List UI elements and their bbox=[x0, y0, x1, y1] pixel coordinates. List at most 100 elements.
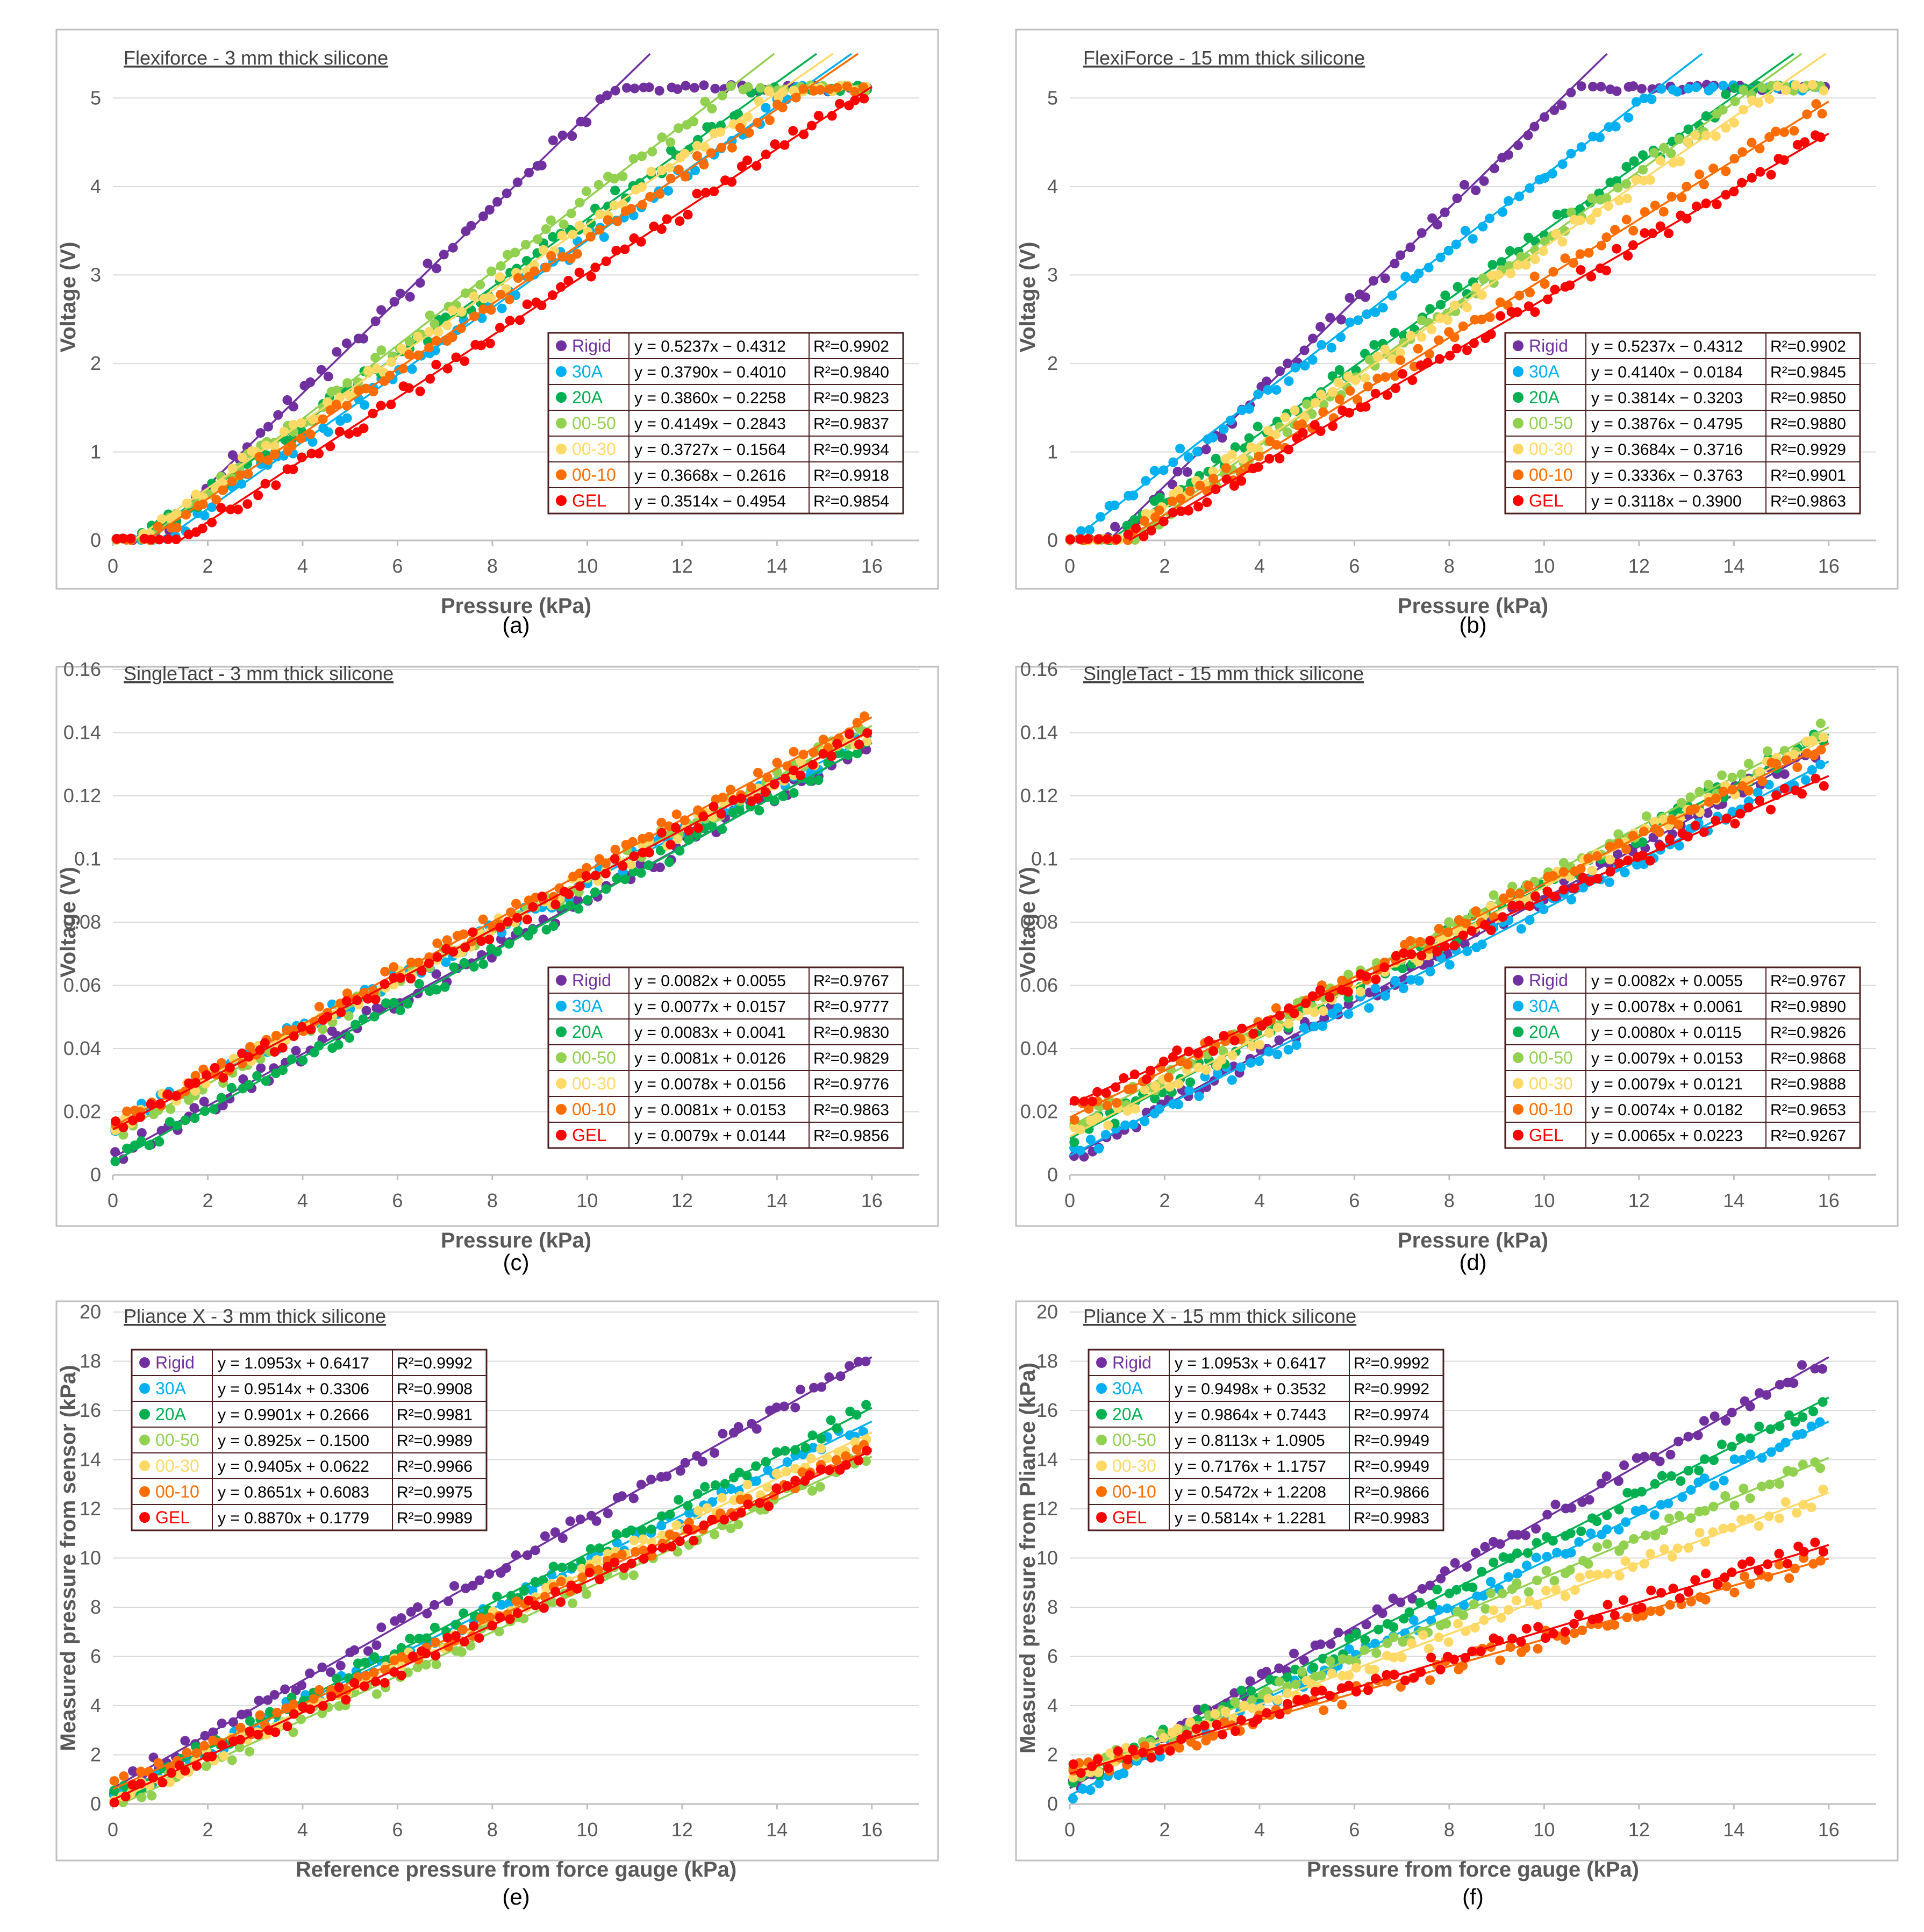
data-point bbox=[1699, 179, 1709, 189]
data-point bbox=[469, 1621, 479, 1631]
data-point bbox=[1123, 530, 1133, 539]
data-point bbox=[1664, 229, 1674, 238]
x-tick-label: 4 bbox=[1254, 1189, 1265, 1211]
data-point bbox=[323, 397, 333, 407]
data-point bbox=[1682, 213, 1692, 224]
data-point bbox=[1317, 1686, 1327, 1696]
data-point bbox=[1334, 365, 1344, 375]
legend-box bbox=[1504, 966, 1861, 1149]
data-point bbox=[1659, 1544, 1669, 1554]
data-point bbox=[1435, 252, 1446, 262]
legend-entry: 00-50 bbox=[1529, 1048, 1573, 1067]
legend-entry: 00-50 bbox=[155, 1430, 199, 1450]
data-point bbox=[1674, 1511, 1684, 1521]
data-point bbox=[1185, 1717, 1196, 1727]
legend-r2: R²=0.9983 bbox=[1354, 1509, 1429, 1527]
y-tick-label: 12 bbox=[80, 1498, 101, 1520]
legend-entry: 00-50 bbox=[572, 1048, 616, 1067]
data-point bbox=[1763, 746, 1772, 756]
x-tick-label: 4 bbox=[1254, 555, 1265, 577]
data-point bbox=[1274, 1677, 1284, 1687]
data-point bbox=[610, 85, 620, 96]
data-point bbox=[1069, 1115, 1079, 1125]
y-tick-label: 0.1 bbox=[1031, 848, 1058, 870]
data-point bbox=[404, 350, 414, 360]
data-point bbox=[674, 1495, 684, 1505]
data-point bbox=[635, 859, 645, 869]
data-point bbox=[698, 811, 709, 822]
data-point bbox=[190, 1086, 201, 1096]
panel-label: (d) bbox=[1459, 1250, 1486, 1275]
legend-marker bbox=[139, 1383, 150, 1394]
data-point bbox=[1504, 150, 1513, 160]
legend-equation: y = 0.3814x − 0.3203 bbox=[1591, 389, 1743, 407]
data-point bbox=[1533, 1622, 1543, 1632]
x-tick-label: 6 bbox=[1349, 1189, 1360, 1211]
legend-entry: 00-50 bbox=[1112, 1430, 1156, 1450]
data-point bbox=[1655, 1456, 1665, 1466]
data-point bbox=[698, 1457, 707, 1467]
data-point bbox=[1605, 854, 1615, 865]
data-point bbox=[734, 804, 745, 815]
data-point bbox=[1315, 985, 1325, 995]
y-tick-label: 18 bbox=[80, 1350, 101, 1372]
y-tick-label: 0 bbox=[1047, 1793, 1058, 1815]
data-point bbox=[771, 1468, 782, 1479]
data-point bbox=[370, 994, 381, 1004]
data-point bbox=[1432, 219, 1442, 230]
data-point bbox=[442, 1632, 453, 1643]
legend-entry: 00-30 bbox=[1112, 1456, 1156, 1475]
legend-entry: 00-10 bbox=[572, 1100, 616, 1119]
y-tick-label: 4 bbox=[1047, 1694, 1058, 1716]
data-point bbox=[1351, 1629, 1361, 1638]
y-tick-label: 6 bbox=[1047, 1645, 1058, 1667]
chart-title: Pliance X - 15 mm thick silicone bbox=[1083, 1305, 1356, 1327]
data-point bbox=[1185, 486, 1195, 496]
panel-label: (c) bbox=[503, 1250, 530, 1275]
data-point bbox=[548, 136, 558, 145]
data-point bbox=[476, 936, 487, 946]
legend-equation: y = 0.0074x + 0.0182 bbox=[1591, 1101, 1743, 1119]
data-point bbox=[1369, 340, 1379, 350]
data-point bbox=[628, 1493, 639, 1503]
data-point bbox=[1326, 343, 1336, 353]
data-point bbox=[1764, 94, 1775, 104]
data-point bbox=[566, 209, 576, 218]
data-point bbox=[603, 1549, 613, 1559]
data-point bbox=[1512, 307, 1522, 317]
data-point bbox=[557, 230, 567, 240]
data-point bbox=[395, 1006, 405, 1016]
data-point bbox=[1261, 376, 1271, 387]
trendline bbox=[151, 53, 651, 541]
data-point bbox=[381, 998, 391, 1008]
data-point bbox=[1525, 288, 1535, 298]
data-point bbox=[1551, 1585, 1561, 1595]
data-point bbox=[122, 1143, 132, 1153]
data-point bbox=[1815, 718, 1826, 729]
legend-r2: R²=0.9918 bbox=[813, 467, 889, 484]
data-point bbox=[1516, 924, 1526, 934]
data-point bbox=[1068, 1794, 1078, 1804]
data-point bbox=[1539, 112, 1549, 122]
data-point bbox=[1351, 365, 1361, 375]
data-point bbox=[263, 455, 273, 465]
data-point bbox=[1182, 467, 1192, 477]
data-point bbox=[1283, 1045, 1293, 1055]
data-point bbox=[217, 1058, 226, 1068]
data-point bbox=[1208, 473, 1218, 483]
data-point bbox=[1344, 1671, 1354, 1681]
data-point bbox=[1541, 1566, 1551, 1575]
data-point bbox=[158, 1778, 168, 1788]
data-point bbox=[122, 1106, 132, 1116]
data-point bbox=[360, 1657, 370, 1667]
data-point bbox=[1414, 976, 1424, 986]
data-point bbox=[1272, 1049, 1283, 1059]
data-point bbox=[1140, 1085, 1150, 1095]
data-point bbox=[1201, 1736, 1211, 1746]
x-tick-label: 14 bbox=[1723, 1189, 1744, 1211]
data-point bbox=[1173, 486, 1183, 496]
data-point bbox=[1784, 1410, 1794, 1421]
data-point bbox=[1747, 138, 1757, 148]
data-point bbox=[237, 1059, 247, 1069]
